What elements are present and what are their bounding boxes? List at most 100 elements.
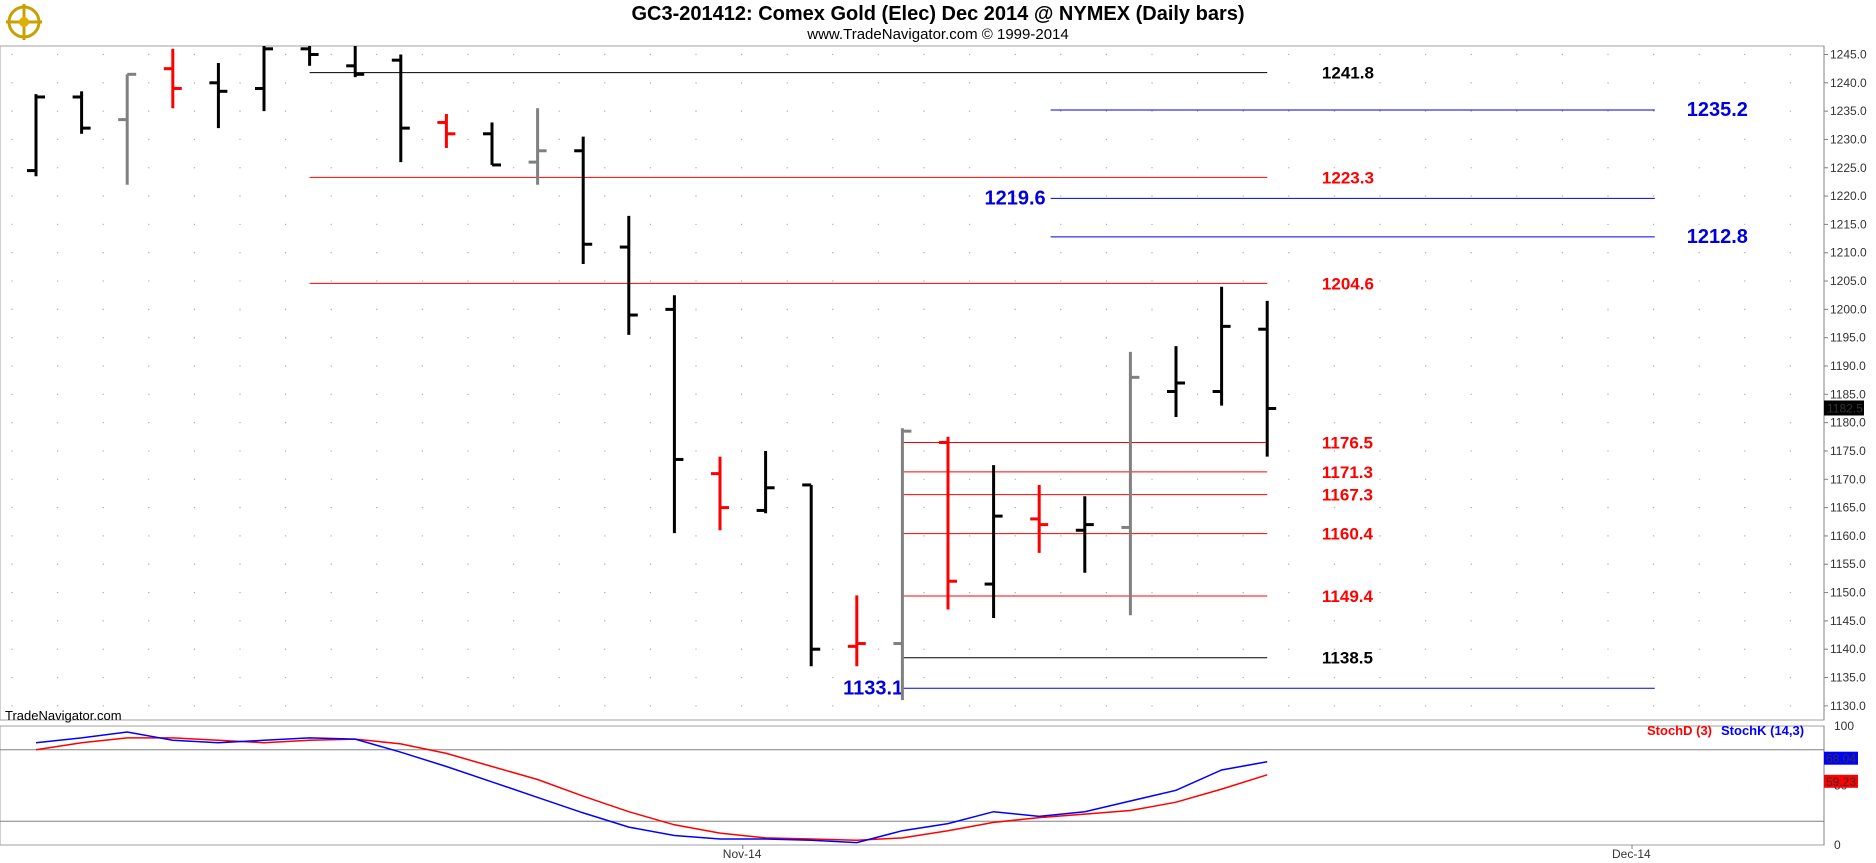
grid-dot xyxy=(1698,223,1700,226)
grid-dot xyxy=(239,365,241,367)
ohlc-bar xyxy=(1258,300,1277,457)
grid-dot xyxy=(56,563,59,565)
grid-dot xyxy=(877,336,880,339)
grid-dot xyxy=(467,365,469,367)
grid-dot xyxy=(558,138,560,141)
grid-dot xyxy=(1151,167,1153,169)
grid-dot xyxy=(968,53,971,56)
grid-dot xyxy=(239,478,241,480)
grid-dot xyxy=(923,506,925,509)
grid-dot xyxy=(421,280,424,282)
grid-dot xyxy=(1789,82,1792,84)
grid-dot xyxy=(467,82,469,84)
grid-dot xyxy=(148,535,150,537)
grid-dot xyxy=(1470,336,1472,339)
grid-dot xyxy=(330,308,332,311)
grid-dot xyxy=(1698,53,1700,56)
grid-dot xyxy=(148,82,150,84)
grid-dot xyxy=(1196,82,1199,84)
grid-dot xyxy=(1424,591,1427,594)
grid-dot xyxy=(1151,308,1153,311)
grid-dot xyxy=(512,110,515,112)
grid-dot xyxy=(11,82,13,84)
level-label: 1133.1 xyxy=(843,677,903,699)
grid-dot xyxy=(512,280,515,282)
grid-dot xyxy=(832,110,834,112)
grid-dot xyxy=(1607,167,1609,169)
grid-dot xyxy=(740,676,743,679)
grid-dot xyxy=(193,563,196,565)
grid-dot xyxy=(102,421,104,424)
grid-dot xyxy=(832,705,834,707)
grid-dot xyxy=(512,138,515,141)
grid-dot xyxy=(1789,506,1792,509)
grid-dot xyxy=(1652,563,1655,565)
grid-dot xyxy=(193,591,196,594)
watermark: TradeNavigator.com xyxy=(5,708,122,723)
grid-dot xyxy=(1698,138,1700,141)
grid-dot xyxy=(1652,506,1655,509)
grid-dot xyxy=(148,223,150,226)
grid-dot xyxy=(1744,563,1746,565)
price-tick-label: 1180.0 xyxy=(1830,416,1866,430)
grid-dot xyxy=(148,563,150,565)
grid-dot xyxy=(1151,393,1153,396)
grid-dot xyxy=(1196,280,1199,282)
grid-dot xyxy=(832,450,834,452)
grid-dot xyxy=(1561,591,1564,594)
grid-dot xyxy=(421,648,424,650)
grid-dot xyxy=(649,308,652,311)
grid-dot xyxy=(1242,110,1244,112)
grid-dot xyxy=(467,421,469,424)
grid-dot xyxy=(1242,450,1244,452)
grid-dot xyxy=(1424,563,1427,565)
grid-dot xyxy=(740,53,743,56)
grid-dot xyxy=(558,506,560,509)
grid-dot xyxy=(1516,336,1518,339)
grid-dot xyxy=(832,336,834,339)
grid-dot xyxy=(558,705,560,707)
grid-dot xyxy=(467,535,469,537)
grid-dot xyxy=(102,252,104,254)
grid-dot xyxy=(604,110,606,112)
grid-dot xyxy=(877,620,880,622)
grid-dot xyxy=(1379,167,1381,169)
grid-dot xyxy=(11,195,13,197)
grid-dot xyxy=(148,676,150,679)
grid-dot xyxy=(649,280,652,282)
last-price-label: 1182.5 xyxy=(1827,401,1863,415)
grid-dot xyxy=(467,308,469,311)
grid-dot xyxy=(786,252,788,254)
grid-dot xyxy=(1014,53,1016,56)
grid-dot xyxy=(421,535,424,537)
grid-dot xyxy=(148,478,150,480)
grid-dot xyxy=(1196,450,1199,452)
grid-dot xyxy=(421,506,424,509)
grid-dot xyxy=(1652,535,1655,537)
grid-dot xyxy=(649,365,652,367)
grid-dot xyxy=(467,252,469,254)
grid-dot xyxy=(786,591,788,594)
grid-dot xyxy=(1105,648,1108,650)
grid-dot xyxy=(1789,591,1792,594)
grid-dot xyxy=(330,280,332,282)
ohlc-bar xyxy=(391,54,410,163)
grid-dot xyxy=(1014,478,1016,480)
price-tick-label: 1190.0 xyxy=(1830,359,1866,373)
grid-dot xyxy=(421,82,424,84)
grid-dot xyxy=(1014,252,1016,254)
grid-dot xyxy=(968,308,971,311)
grid-dot xyxy=(740,110,743,112)
grid-dot xyxy=(1288,450,1290,452)
grid-dot xyxy=(512,591,515,594)
grid-dot xyxy=(1698,478,1700,480)
grid-dot xyxy=(1607,82,1609,84)
grid-dot xyxy=(376,308,378,311)
grid-dot xyxy=(968,705,971,707)
level-label: 1212.8 xyxy=(1687,226,1748,248)
grid-dot xyxy=(740,138,743,141)
price-tick-label: 1145.0 xyxy=(1830,614,1866,628)
grid-dot xyxy=(1288,138,1290,141)
grid-dot xyxy=(1333,110,1336,112)
grid-dot xyxy=(56,53,59,56)
